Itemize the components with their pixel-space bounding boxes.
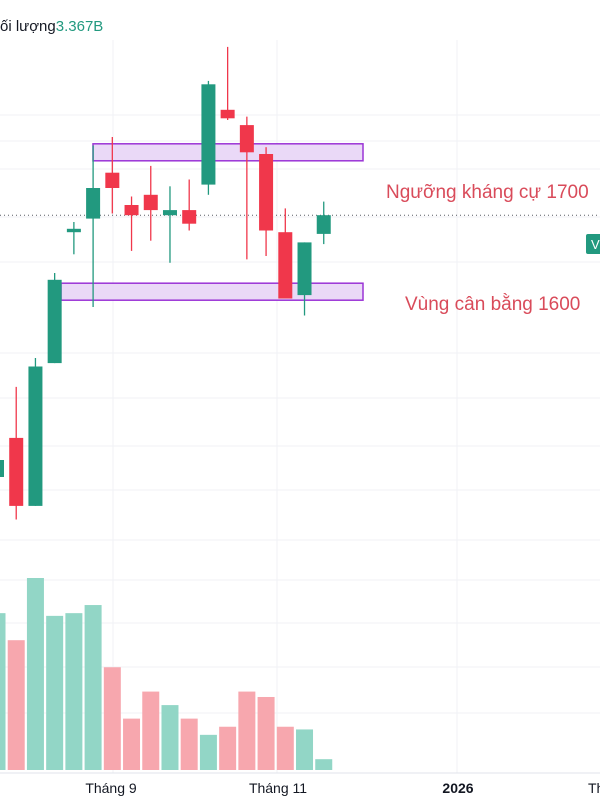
candle[interactable] [239, 116, 254, 260]
candle[interactable] [86, 145, 101, 308]
x-label-th: Th [588, 780, 600, 796]
candle-body [105, 172, 120, 188]
candle[interactable] [182, 179, 197, 231]
candle-body [182, 210, 197, 224]
resistance-annotation: Ngưỡng kháng cự 1700 [386, 182, 589, 203]
volume-header: ối lượng3.367B [0, 18, 103, 35]
candle-body [239, 125, 254, 153]
candle-body [316, 215, 331, 234]
candle-body [124, 205, 139, 216]
candle[interactable] [201, 80, 216, 195]
candle[interactable] [220, 46, 235, 120]
candle[interactable] [297, 242, 312, 316]
volume-value: 3.367B [56, 18, 104, 35]
candle-body [28, 366, 43, 506]
volume-bar [46, 615, 64, 770]
candle[interactable] [143, 165, 158, 241]
candle[interactable] [0, 452, 4, 503]
volume-bar [296, 729, 314, 770]
candle-body [201, 84, 216, 185]
balance-annotation: Vùng cân bằng 1600 [405, 293, 580, 315]
candle[interactable] [278, 208, 293, 299]
volume-bar [257, 696, 275, 770]
volume-bar [276, 726, 294, 770]
zone-annotations: Ngưỡng kháng cự 1700 Vùng cân bằng 1600 [386, 182, 589, 315]
candle[interactable] [105, 137, 120, 214]
candle[interactable] [162, 186, 177, 263]
candle[interactable] [28, 358, 43, 506]
candle[interactable] [259, 147, 274, 256]
candle-body [278, 232, 293, 299]
price-tag: V [586, 234, 600, 254]
volume-bar [238, 691, 256, 770]
volume-bar [161, 705, 179, 770]
volume-bar [65, 613, 83, 770]
svg-text:ối lượng3.367B: ối lượng3.367B [0, 18, 103, 35]
volume-bar [0, 613, 6, 770]
volume-bar [180, 718, 198, 770]
candle-body [143, 194, 158, 211]
volume-bar [26, 578, 44, 770]
volume-bar [123, 718, 141, 770]
x-label-2026: 2026 [442, 780, 473, 796]
candle[interactable] [124, 196, 139, 251]
candle-body [162, 210, 177, 216]
volume-bar [142, 691, 160, 770]
volume-bar [7, 640, 25, 770]
volume-bar [219, 726, 237, 770]
x-label-sep: Tháng 9 [85, 780, 137, 796]
candle[interactable] [47, 273, 62, 364]
volume-bar [199, 734, 217, 770]
volume-bars [0, 578, 333, 770]
volume-bar [315, 759, 333, 770]
candle-body [47, 279, 62, 364]
candle[interactable] [9, 386, 24, 520]
candle-body [66, 228, 81, 233]
x-label-nov: Tháng 11 [249, 780, 307, 796]
candle[interactable] [316, 201, 331, 245]
candles[interactable] [0, 46, 331, 520]
candle[interactable] [66, 222, 81, 255]
candle-body [9, 437, 24, 506]
resistance-zone[interactable] [92, 143, 364, 162]
volume-title: ối lượng [0, 18, 56, 35]
candle-body [297, 242, 312, 296]
price-tag-box [586, 234, 600, 254]
time-axis: Tháng 9 Tháng 11 2026 Th [85, 780, 600, 796]
balance-zone[interactable] [60, 282, 364, 301]
price-tag-text: V [591, 237, 600, 252]
candle-body [0, 460, 4, 477]
volume-bar [84, 605, 102, 770]
candle-body [86, 188, 101, 219]
candle-body [259, 154, 274, 231]
candle-body [220, 109, 235, 119]
volume-bar [103, 667, 121, 770]
